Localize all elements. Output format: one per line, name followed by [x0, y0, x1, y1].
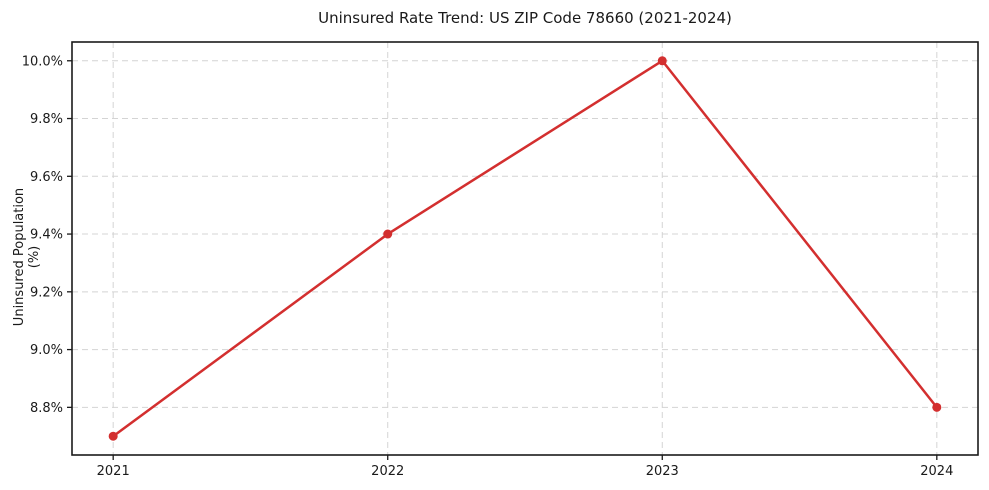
data-point-marker [932, 402, 942, 412]
x-tick-label: 2023 [646, 464, 679, 479]
trend-line [111, 59, 939, 438]
x-tick-label: 2022 [371, 464, 404, 479]
y-tick-label: 9.6% [30, 170, 63, 185]
y-tick-label: 10.0% [22, 54, 63, 69]
y-tick-label: 9.8% [30, 112, 63, 127]
x-tick-label: 2021 [97, 464, 130, 479]
data-point-marker [108, 431, 118, 441]
y-tick-label: 8.8% [30, 401, 63, 416]
y-tick-label: 9.4% [30, 228, 63, 243]
x-tick-label: 2024 [920, 464, 953, 479]
chart-title: Uninsured Rate Trend: US ZIP Code 78660 … [318, 9, 732, 27]
y-tick-label: 9.0% [30, 343, 63, 358]
axes-frame [71, 41, 979, 456]
data-point-marker [383, 229, 393, 239]
y-tick-label: 9.2% [30, 285, 63, 300]
data-point-marker [657, 56, 667, 66]
